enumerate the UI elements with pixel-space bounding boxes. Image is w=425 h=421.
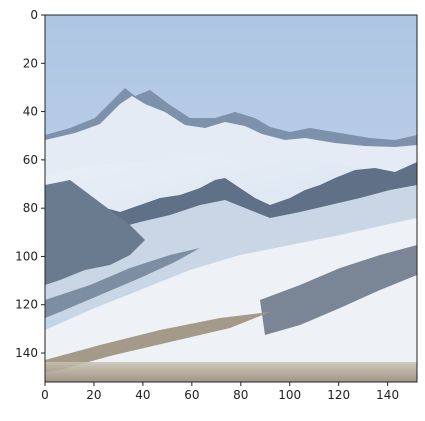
y-tick-label: 120: [15, 298, 38, 312]
y-tick-label: 100: [15, 249, 38, 263]
x-tick-label: 140: [376, 388, 399, 402]
x-tick-label: 20: [86, 388, 101, 402]
foreground-rock-streak: [260, 245, 417, 335]
x-tick-label: 60: [184, 388, 199, 402]
x-tick-label: 80: [233, 388, 248, 402]
mountain-photo: [45, 15, 417, 382]
foreground-rock-streak: [45, 312, 270, 372]
y-tick-label: 140: [15, 346, 38, 360]
x-tick-label: 40: [135, 388, 150, 402]
x-tick-label: 120: [327, 388, 350, 402]
foreground-rock-streak: [45, 248, 200, 318]
x-axis: 0 20 40 60 80 100 120 140: [41, 382, 399, 402]
y-tick-label: 0: [30, 8, 38, 22]
y-tick-label: 60: [23, 153, 38, 167]
left-rock-face: [45, 180, 145, 285]
y-tick-label: 20: [23, 56, 38, 70]
y-tick-label: 80: [23, 201, 38, 215]
axes-frame: [44, 14, 418, 383]
y-tick-label: 40: [23, 105, 38, 119]
rocky-ground: [45, 362, 417, 382]
x-tick-label: 100: [278, 388, 301, 402]
y-axis: 0 20 40 60 80 100 120 140: [15, 8, 45, 360]
x-tick-label: 0: [41, 388, 49, 402]
